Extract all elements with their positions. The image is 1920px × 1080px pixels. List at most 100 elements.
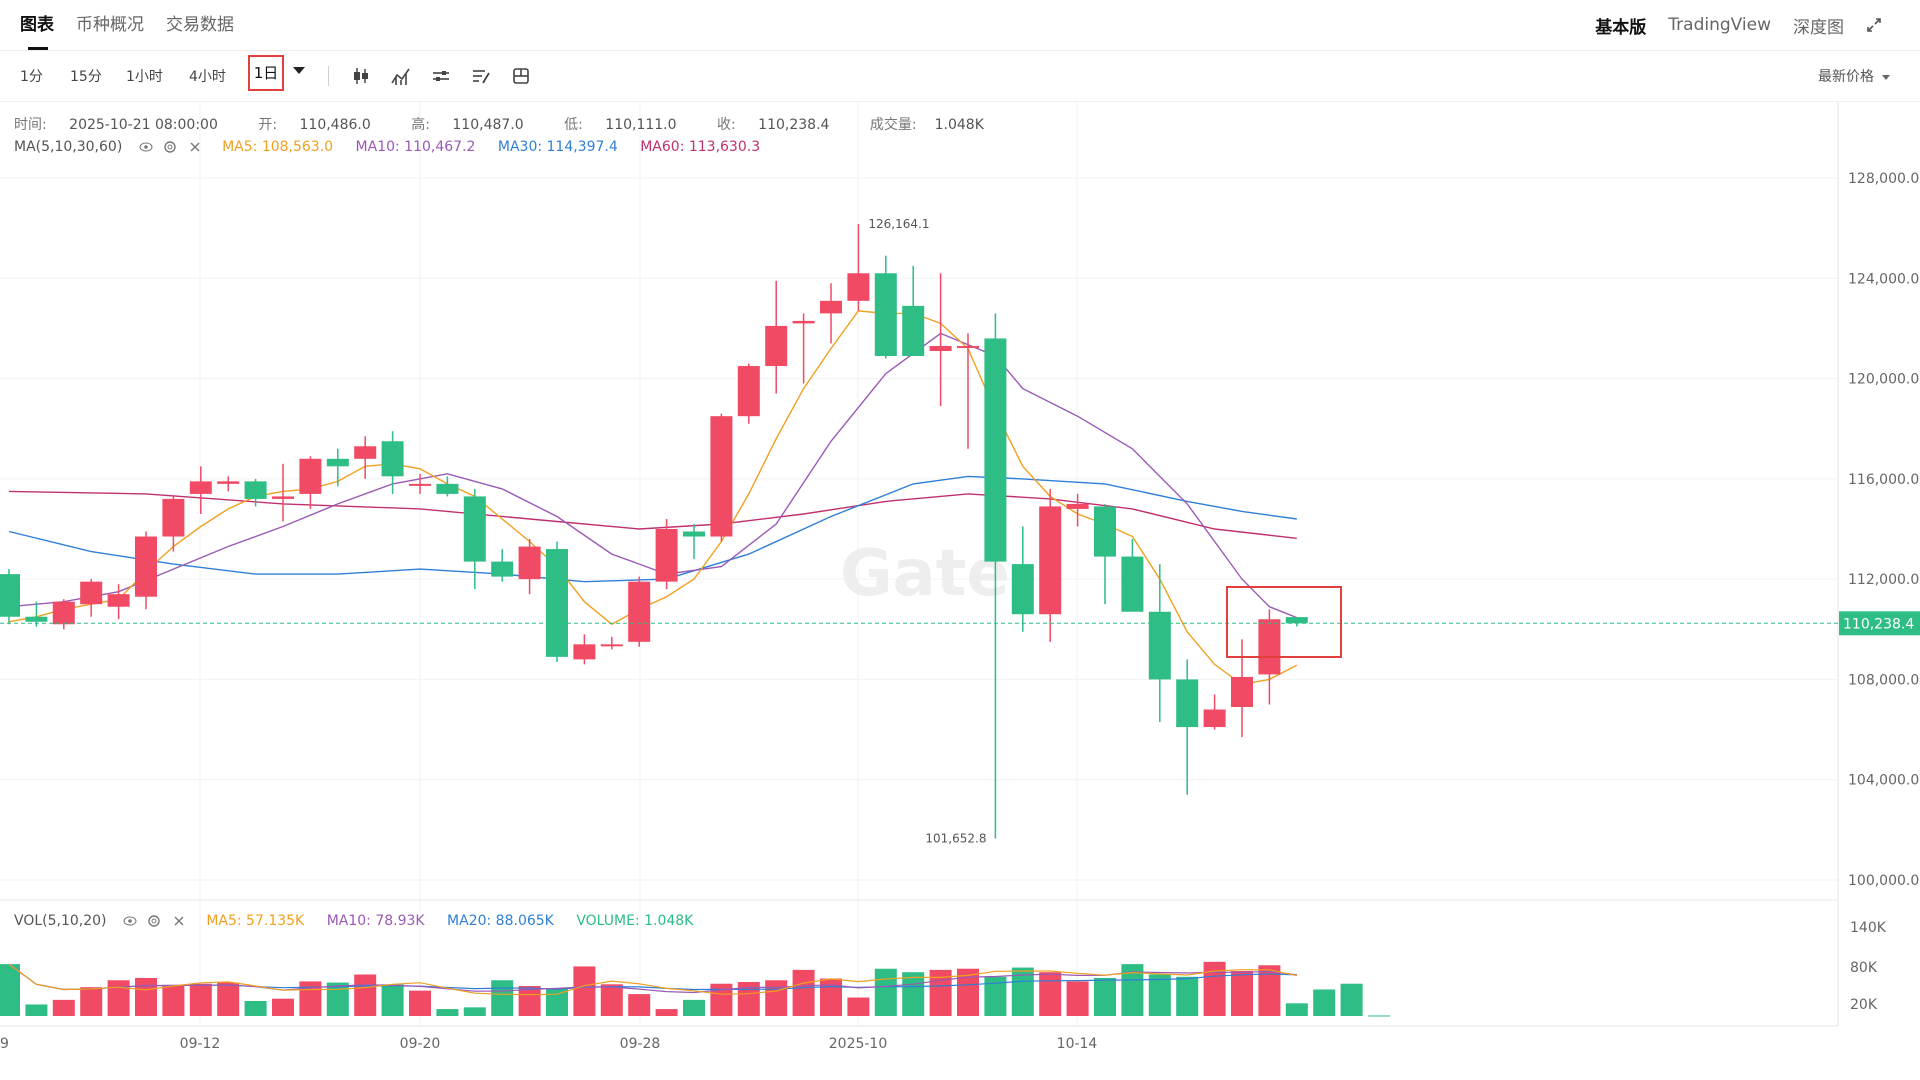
tab-coin-overview[interactable]: 币种概况 xyxy=(76,15,144,35)
price-tick-label: 108,000.0 xyxy=(1848,672,1919,688)
candle-body xyxy=(409,483,431,486)
volume-bar xyxy=(0,964,20,1016)
volume-value: 1.048K xyxy=(934,117,984,133)
candle-body xyxy=(135,536,157,597)
ma10-line xyxy=(8,332,1298,619)
low-label: 低: xyxy=(564,117,583,133)
volume-bar xyxy=(1340,983,1363,1016)
expand-icon[interactable] xyxy=(1866,17,1882,33)
volume-bar xyxy=(600,984,623,1016)
candle-body xyxy=(1011,564,1034,615)
volume-bar xyxy=(1203,961,1226,1016)
timeframe-1d-selected[interactable]: 1日 xyxy=(248,55,284,91)
version-tradingview[interactable]: TradingView xyxy=(1668,15,1771,35)
vol-ma5-value: MA5: 57.135K xyxy=(206,913,305,929)
volume-bar xyxy=(573,966,596,1016)
price-type-select[interactable]: 最新价格 xyxy=(1818,66,1890,86)
vol-ma20-value: MA20: 88.065K xyxy=(447,913,554,929)
timeframe-1m[interactable]: 1分 xyxy=(20,69,43,85)
volume-bar xyxy=(765,980,788,1016)
price-tick-label: 124,000.0 xyxy=(1848,271,1919,287)
ohlc-info: 时间: 2025-10-21 08:00:00 开: 110,486.0 高: … xyxy=(14,114,1020,134)
candle-body xyxy=(874,273,897,357)
vol-eye-icon[interactable] xyxy=(123,914,137,928)
vol-settings-icon[interactable] xyxy=(147,914,161,928)
tab-chart[interactable]: 图表 xyxy=(20,0,54,50)
candlestick-icon[interactable] xyxy=(350,65,372,87)
settings-lines-icon[interactable] xyxy=(430,65,452,87)
layout-icon[interactable] xyxy=(510,65,532,87)
highlight-box xyxy=(1226,586,1342,658)
vol-ma10-line xyxy=(8,963,1297,994)
candle-body xyxy=(80,581,103,605)
timeframe-15m[interactable]: 15分 xyxy=(70,69,102,85)
version-basic[interactable]: 基本版 xyxy=(1595,17,1647,38)
volume-bar xyxy=(162,984,185,1016)
timeframe-dropdown-icon[interactable] xyxy=(293,67,305,74)
ma5-line xyxy=(8,310,1298,686)
volume-bar xyxy=(436,1009,459,1016)
volume-bar xyxy=(25,1004,48,1016)
volume-bar xyxy=(244,1001,267,1016)
candle-body xyxy=(573,644,596,660)
volume-bar xyxy=(518,986,541,1016)
timeframe-1h[interactable]: 1小时 xyxy=(126,69,163,85)
main-tabs: 图表 币种概况 交易数据 xyxy=(20,0,234,50)
version-depth[interactable]: 深度图 xyxy=(1793,17,1844,38)
volume-bar xyxy=(1231,971,1253,1016)
candle-body xyxy=(957,345,979,348)
candle-body xyxy=(1121,556,1144,612)
ma-legend: MA(5,10,30,60) MA5: 108,563.0 MA10: 110,… xyxy=(14,139,778,155)
volume-bar xyxy=(710,983,733,1016)
ma10-value: MA10: 110,467.2 xyxy=(355,139,476,155)
chart-toolbar xyxy=(0,51,1920,102)
indicator-icon[interactable] xyxy=(390,65,412,87)
candle-body xyxy=(491,561,514,577)
volume-bar xyxy=(1039,972,1062,1016)
volume-bar xyxy=(737,981,760,1016)
candle-body xyxy=(1285,617,1308,624)
settings-icon[interactable] xyxy=(163,140,177,154)
candle-body xyxy=(710,416,733,537)
close-icon[interactable] xyxy=(188,140,202,154)
vol-close-icon[interactable] xyxy=(172,914,186,928)
volume-bar xyxy=(820,978,842,1016)
time-tick-label: 09-20 xyxy=(400,1036,441,1052)
candle-body xyxy=(1148,611,1171,680)
candle-body xyxy=(1258,619,1281,675)
volume-bar xyxy=(409,990,431,1016)
eye-icon[interactable] xyxy=(139,140,153,154)
drawing-icon[interactable] xyxy=(470,65,492,87)
volume-bar xyxy=(135,977,157,1016)
ma-legend-title: MA(5,10,30,60) xyxy=(14,139,123,155)
volume-bar xyxy=(52,999,75,1016)
candle-body xyxy=(1231,676,1253,708)
candle-body xyxy=(518,546,541,580)
candle-body xyxy=(354,446,377,459)
volume-bar xyxy=(902,972,925,1016)
volume-bar xyxy=(683,999,705,1016)
candle-body xyxy=(737,366,760,417)
ma30-value: MA30: 114,397.4 xyxy=(497,139,618,155)
time-label: 时间: xyxy=(14,117,47,133)
volume-bar xyxy=(1285,1003,1308,1016)
low-value: 110,111.0 xyxy=(605,117,677,133)
candle-body xyxy=(107,594,130,607)
price-tick-label: 128,000.0 xyxy=(1848,171,1919,187)
volume-bar xyxy=(1313,989,1336,1016)
volume-current-value: VOLUME: 1.048K xyxy=(576,913,694,929)
price-tick-label: 116,000.0 xyxy=(1848,472,1919,488)
volume-bar xyxy=(1368,1015,1390,1017)
timeframe-4h[interactable]: 4小时 xyxy=(189,69,226,85)
top-bar: 图表 币种概况 交易数据 基本版 TradingView 深度图 xyxy=(0,0,1920,51)
candle-body xyxy=(436,483,459,494)
volume-bar xyxy=(1094,977,1116,1016)
price-tick-label: 120,000.0 xyxy=(1848,372,1919,388)
toolbar-divider xyxy=(328,66,329,86)
volume-bar xyxy=(792,969,815,1016)
volume-bar xyxy=(847,997,870,1016)
tab-trade-data[interactable]: 交易数据 xyxy=(166,15,234,35)
volume-bar xyxy=(1258,965,1281,1016)
volume-tick-label: 20K xyxy=(1850,997,1878,1013)
